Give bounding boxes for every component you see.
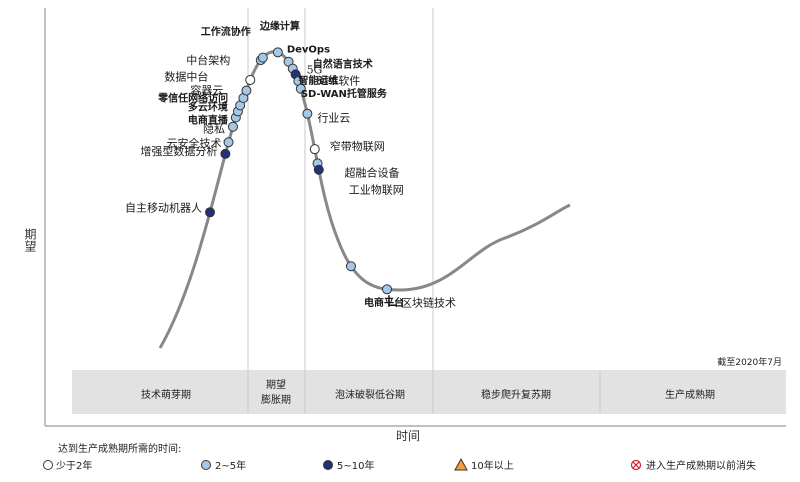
phase-label-trigger: 技术萌芽期 (141, 388, 191, 401)
tech-point-marker (345, 261, 356, 272)
tech-point-marker (313, 164, 324, 175)
tech-point-label: 超融合设备 (345, 165, 400, 179)
tech-point-label: 区块链技术 (401, 295, 456, 309)
tech-item: 零信任网络访问 (157, 91, 246, 111)
tech-point-label: 工业物联网 (349, 183, 404, 197)
legend-label-5to10: 5~10年 (337, 459, 374, 472)
legend-marker-2to5 (201, 460, 211, 470)
legend-title: 达到生产成熟期所需的时间: (58, 442, 181, 455)
phase-label-peak-line1: 期望 (266, 378, 286, 391)
tech-point-label: 数据中台 (164, 70, 208, 84)
tech-item: 数据中台 (164, 70, 252, 96)
tech-point-label: 隐私 (203, 123, 225, 136)
tech-point-label: 中台架构 (186, 53, 230, 67)
tech-item: 云安全技术 (167, 136, 234, 150)
tech-point-label: 自主移动机器人 (125, 200, 202, 214)
phase-band (72, 370, 786, 414)
legend: 达到生产成熟期所需的时间: 少于2年 2~5年 5~10年 10年以上 进入生产… (43, 442, 756, 472)
tech-item: 区块链技术 (381, 284, 456, 309)
tech-point-label: 行业云 (317, 112, 350, 125)
tech-point-label: 窄带物联网 (330, 139, 385, 153)
tech-point-label: 容器云 (190, 83, 223, 97)
legend-marker-obsolete (630, 459, 642, 471)
tech-item: 边缘计算 (257, 20, 300, 63)
tech-item: 5G (283, 56, 323, 77)
tech-item: 自主移动机器人 (125, 200, 216, 218)
tech-item: 中台架构 (186, 53, 256, 85)
tech-point-marker (381, 284, 392, 295)
legend-label-lt2: 少于2年 (56, 459, 92, 472)
tech-point-label: RPA软件 (316, 73, 361, 87)
phase-label-plateau: 生产成熟期 (665, 388, 715, 401)
tech-point-label: 自然语言技术 (313, 58, 373, 71)
tech-point-marker (223, 137, 234, 148)
tech-point-marker (241, 85, 252, 96)
legend-marker-gt10 (454, 457, 468, 471)
tech-point-label: 零信任网络访问 (157, 91, 228, 104)
technology-points: 自主移动机器人 增强型数据分析云安全技术隐私电商直播多云环境零信任网络访问容器云数… (125, 20, 456, 310)
phase-label-peak-line2: 膨胀期 (261, 393, 291, 406)
legend-marker-lt2 (43, 460, 53, 470)
tech-item: 容器云 (190, 83, 249, 104)
legend-marker-5to10 (323, 460, 333, 470)
tech-point-marker (245, 74, 256, 85)
tech-item: 窄带物联网 (309, 139, 385, 155)
tech-point-label: 电商直播 (188, 114, 229, 127)
tech-point-label: 多云环境 (188, 100, 228, 113)
tech-point-label: DevOps (287, 44, 330, 55)
tech-point-marker (205, 207, 216, 218)
phase-label-trough: 泡沫破裂低谷期 (335, 388, 405, 401)
tech-point-label: 工作流协作 (201, 25, 251, 38)
tech-point-marker (257, 52, 268, 63)
hype-curve (158, 50, 571, 349)
legend-label-2to5: 2~5年 (215, 459, 246, 472)
tech-item: 增强型数据分析 (140, 144, 231, 159)
tech-point-label: 增强型数据分析 (140, 144, 217, 158)
tech-point-label: 云安全技术 (167, 136, 222, 150)
tech-item: 行业云 (302, 108, 350, 125)
x-axis-title: 时间 (396, 429, 420, 443)
tech-item: 工业物联网 (313, 164, 404, 197)
y-axis-title: 期望 (23, 228, 37, 252)
tech-point-marker (220, 148, 231, 159)
tech-point-label: 5G (307, 64, 323, 77)
tech-point-marker (272, 47, 283, 58)
tech-item: 隐私 (203, 121, 238, 136)
tech-point-marker (309, 144, 320, 155)
tech-item: SD-WAN托管服务 (295, 83, 388, 100)
tech-item: DevOps (272, 44, 330, 58)
legend-label-gt10: 10年以上 (471, 459, 514, 472)
as-of-note: 截至2020年7月 (717, 356, 782, 368)
tech-point-label: 电商平台 (364, 296, 404, 309)
tech-item: 智能运维 (293, 74, 338, 87)
tech-item: 自然语言技术 (287, 58, 373, 74)
tech-item: RPA软件 (290, 69, 361, 87)
tech-point-marker (227, 121, 238, 132)
tech-point-label: 边缘计算 (259, 20, 300, 33)
tech-item: 超融合设备 (312, 158, 400, 179)
tech-point-marker (302, 108, 313, 119)
tech-point-label: 智能运维 (298, 74, 338, 87)
label-leader (388, 295, 397, 307)
legend-label-obsolete: 进入生产成熟期以前消失 (646, 459, 756, 472)
tech-point-marker (295, 83, 306, 94)
tech-point-label: SD-WAN托管服务 (301, 87, 388, 100)
phase-label-slope: 稳步爬升复苏期 (481, 388, 551, 401)
